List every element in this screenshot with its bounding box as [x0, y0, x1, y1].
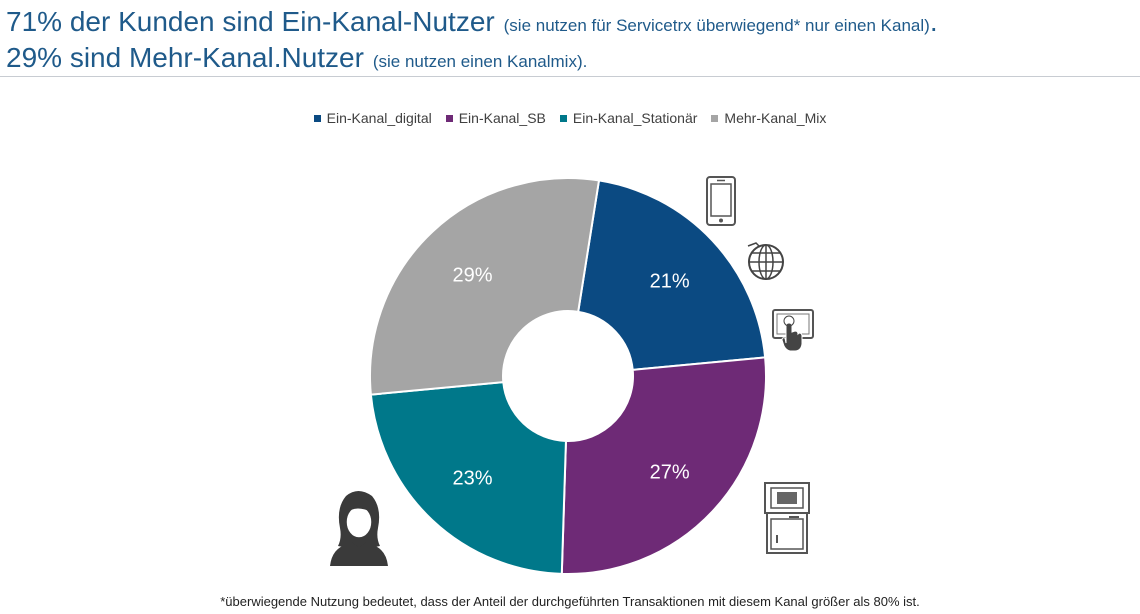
donut-slice-0 [577, 179, 767, 371]
legend-swatch [313, 114, 321, 122]
donut-slice-2 [369, 381, 567, 575]
donut-slice-3 [369, 177, 601, 396]
donut-slices [369, 177, 767, 575]
legend-label: Ein-Kanal_SB [458, 110, 546, 126]
touchscreen-icon [772, 309, 814, 352]
legend-swatch [445, 114, 453, 122]
globe-icon [747, 242, 784, 280]
headline-1-main: 71% der Kunden sind Ein-Kanal-Nutzer [6, 6, 495, 37]
donut-slice-1 [560, 356, 767, 575]
headline-1-end: . [929, 6, 938, 37]
chart-legend: Ein-Kanal_digital Ein-Kanal_SB Ein-Kanal… [0, 110, 1140, 126]
legend-item: Ein-Kanal_Stationär [559, 110, 698, 126]
legend-label: Mehr-Kanal_Mix [724, 110, 827, 126]
header-divider [0, 76, 1140, 77]
legend-swatch [559, 114, 567, 122]
slice-data-label: 21% [650, 271, 690, 293]
headline-line-2: 29% sind Mehr-Kanal.Nutzer (sie nutzen e… [6, 38, 587, 75]
headline-2-main: 29% sind Mehr-Kanal.Nutzer [6, 42, 364, 73]
headline-line-1: 71% der Kunden sind Ein-Kanal-Nutzer (si… [6, 2, 938, 39]
smartphone-icon [706, 176, 736, 226]
woman-avatar-icon [330, 491, 388, 566]
headline-1-note: (sie nutzen für Servicetrx überwiegend* … [503, 16, 930, 35]
slice-data-label: 27% [650, 461, 690, 483]
slice-data-label: 29% [452, 264, 492, 286]
legend-label: Ein-Kanal_digital [326, 110, 432, 126]
legend-item: Mehr-Kanal_Mix [711, 110, 826, 126]
donut-labels: 21% 27% 23% 29% [452, 264, 689, 489]
atm-terminal-icon [764, 482, 810, 554]
legend-swatch [711, 114, 719, 122]
legend-item: Ein-Kanal_digital [313, 110, 432, 126]
legend-item: Ein-Kanal_SB [445, 110, 546, 126]
footnote: *überwiegende Nutzung bedeutet, dass der… [220, 594, 920, 609]
slice-data-label: 23% [452, 468, 492, 490]
headline-2-note: (sie nutzen einen Kanalmix). [372, 52, 588, 71]
legend-label: Ein-Kanal_Stationär [572, 110, 698, 126]
